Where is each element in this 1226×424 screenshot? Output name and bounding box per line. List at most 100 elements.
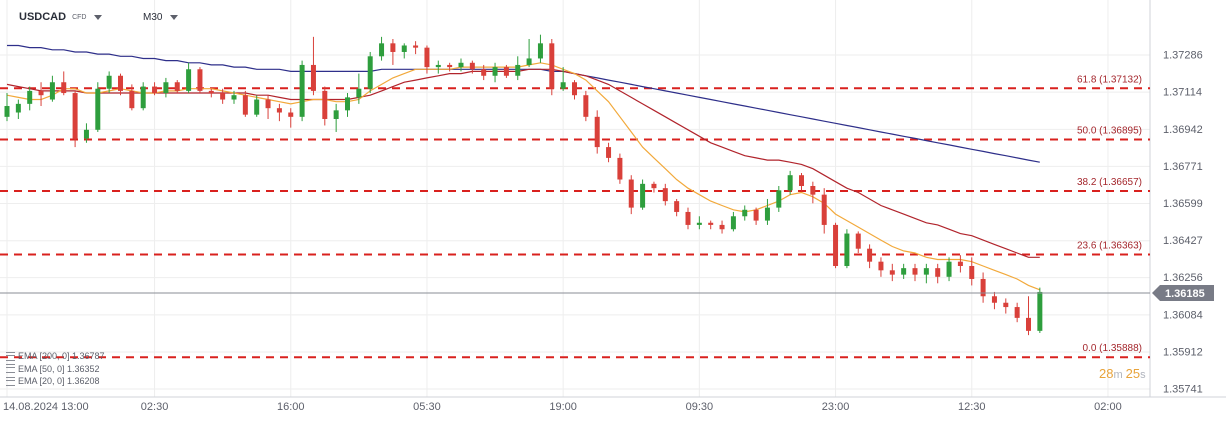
candle-body[interactable] (1026, 317, 1031, 331)
candle-body[interactable] (95, 88, 101, 130)
indicator-item[interactable]: EMA [200, 0] 1.36787 (6, 350, 105, 363)
candle-body[interactable] (549, 43, 555, 89)
candle-body[interactable] (901, 268, 907, 275)
candle-body[interactable] (129, 90, 135, 109)
candle-body[interactable] (413, 45, 419, 48)
candle-body[interactable] (379, 43, 385, 57)
candle-body[interactable] (855, 233, 861, 249)
candle-body[interactable] (640, 183, 646, 208)
candle-body[interactable] (208, 90, 214, 94)
candle-body[interactable] (106, 75, 112, 89)
candle-body[interactable] (435, 64, 441, 68)
candle-body[interactable] (821, 194, 827, 225)
candle-body[interactable] (390, 43, 396, 52)
candle-body[interactable] (333, 110, 339, 119)
candle-body[interactable] (764, 207, 770, 221)
candle-body[interactable] (799, 175, 804, 187)
candle-body[interactable] (27, 90, 33, 104)
candle-body[interactable] (844, 233, 850, 266)
candle-body[interactable] (503, 67, 509, 76)
candle-body[interactable] (197, 69, 203, 91)
candle-body[interactable] (401, 45, 407, 52)
timeframe-selector[interactable]: M30 (143, 8, 179, 26)
candle-body[interactable] (299, 64, 305, 117)
candle-body[interactable] (83, 129, 89, 139)
candle-body[interactable] (912, 268, 918, 275)
indicator-item[interactable]: EMA [20, 0] 1.36208 (6, 375, 105, 388)
candle-body[interactable] (787, 175, 793, 191)
candle-body[interactable] (4, 106, 10, 117)
candle-body[interactable] (572, 82, 577, 96)
candle-body[interactable] (276, 108, 282, 113)
candle-body[interactable] (946, 261, 952, 277)
candle-body[interactable] (174, 82, 180, 91)
candle-body[interactable] (730, 216, 736, 230)
candle-body[interactable] (662, 188, 668, 202)
candle-body[interactable] (1014, 307, 1020, 318)
candle-body[interactable] (310, 64, 316, 91)
candle-body[interactable] (345, 97, 350, 111)
candle-body[interactable] (537, 43, 543, 59)
candle-body[interactable] (651, 183, 657, 189)
candle-body[interactable] (424, 47, 430, 68)
candle-body[interactable] (152, 86, 158, 94)
candle-body[interactable] (367, 56, 373, 89)
candle-body[interactable] (118, 75, 123, 91)
candle-body[interactable] (515, 64, 521, 76)
candle-body[interactable] (242, 95, 248, 115)
candle-body[interactable] (980, 278, 986, 297)
candle-body[interactable] (674, 201, 680, 212)
candle-body[interactable] (742, 209, 748, 217)
candle-body[interactable] (61, 82, 67, 94)
candle-body[interactable] (957, 261, 963, 266)
candle-body[interactable] (38, 90, 44, 96)
candle-body[interactable] (163, 82, 169, 94)
candle-body[interactable] (753, 209, 759, 221)
candle-body[interactable] (935, 268, 941, 277)
candle-body[interactable] (265, 99, 271, 109)
candle-body[interactable] (867, 248, 873, 262)
candle-body[interactable] (594, 116, 600, 148)
candle-body[interactable] (719, 224, 725, 230)
candle-body[interactable] (628, 179, 634, 208)
candle-body[interactable] (776, 190, 782, 208)
candle-body[interactable] (322, 90, 328, 119)
candle-body[interactable] (991, 296, 997, 303)
symbol-selector[interactable]: USDCAD CFD (19, 8, 103, 26)
candle-body[interactable] (186, 69, 192, 91)
y-tick-label: 1.37286 (1163, 50, 1203, 62)
indicator-item[interactable]: EMA [50, 0] 1.36352 (6, 363, 105, 376)
candle-body[interactable] (15, 103, 21, 113)
candle-body[interactable] (969, 265, 975, 279)
candle-body[interactable] (447, 64, 453, 68)
candle-body[interactable] (288, 112, 294, 117)
candle-body[interactable] (140, 86, 146, 109)
candle-body[interactable] (1003, 302, 1009, 308)
candle-body[interactable] (685, 211, 691, 225)
candle-body[interactable] (606, 147, 612, 158)
candle-body[interactable] (49, 82, 55, 100)
candle-body[interactable] (583, 95, 589, 117)
candle-body[interactable] (469, 62, 475, 70)
candle-body[interactable] (878, 261, 884, 271)
candle-body[interactable] (72, 93, 78, 139)
candle-body[interactable] (617, 157, 623, 180)
candle-body[interactable] (492, 67, 498, 76)
candle-body[interactable] (833, 224, 839, 266)
candle-body[interactable] (356, 88, 362, 98)
candle-body[interactable] (231, 95, 237, 100)
candle-body[interactable] (923, 268, 929, 275)
candle-body[interactable] (458, 62, 464, 68)
candle-body[interactable] (220, 93, 226, 100)
candle-body[interactable] (560, 82, 566, 89)
candle-body[interactable] (810, 186, 816, 195)
candle-body[interactable] (889, 270, 895, 275)
candle-body[interactable] (696, 222, 702, 225)
candle-body[interactable] (254, 99, 260, 115)
candle-body[interactable] (708, 222, 714, 225)
candle-body[interactable] (1037, 291, 1043, 331)
candle-body[interactable] (481, 69, 487, 76)
candle-body[interactable] (526, 58, 532, 65)
